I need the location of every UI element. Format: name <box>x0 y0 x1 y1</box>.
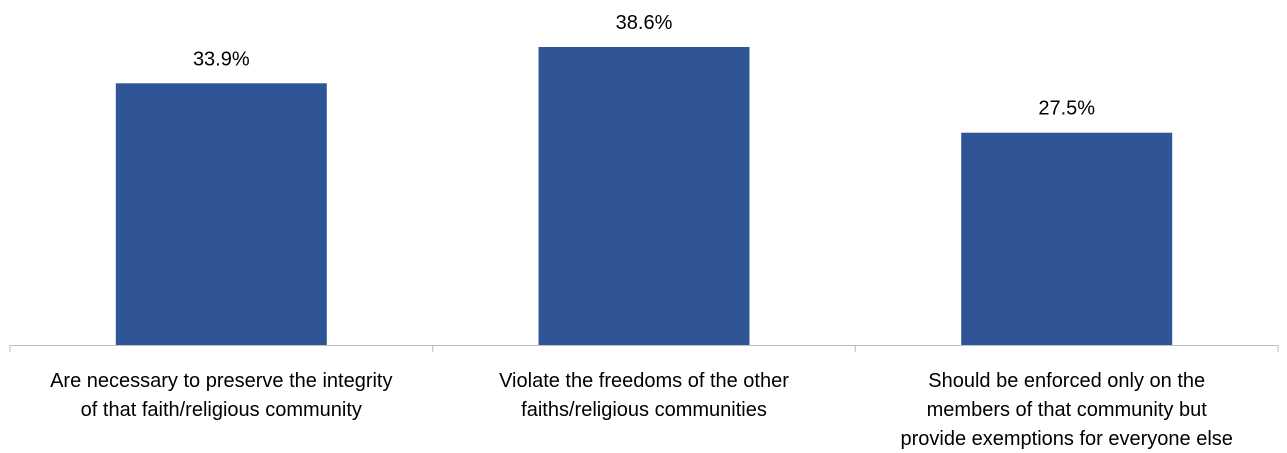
value-label-3: 27.5% <box>1038 98 1095 120</box>
bar-1 <box>115 83 327 346</box>
category-label-3: Should be enforced only on the members of… <box>900 370 1232 450</box>
category-label-line: members of that community but <box>927 399 1208 421</box>
value-label-1: 33.9% <box>193 48 250 70</box>
value-labels-group: 33.9% 38.6% 27.5% <box>193 12 1095 120</box>
category-label-line: faiths/religious communities <box>521 399 767 421</box>
category-labels-group: Are necessary to preserve the integrity o… <box>50 370 1233 450</box>
category-label-2: Violate the freedoms of the other faiths/… <box>499 370 789 421</box>
category-label-line: Violate the freedoms of the other <box>499 370 789 392</box>
bars-group <box>115 47 1173 346</box>
category-label-line: Should be enforced only on the <box>928 370 1205 392</box>
value-label-2: 38.6% <box>616 12 673 34</box>
bar-3 <box>961 132 1173 345</box>
category-label-line: provide exemptions for everyone else <box>900 428 1232 450</box>
x-axis <box>9 345 1279 352</box>
bar-2 <box>538 47 750 345</box>
category-label-line: of that faith/religious community <box>81 399 362 421</box>
category-label-1: Are necessary to preserve the integrity o… <box>50 370 392 421</box>
category-label-line: Are necessary to preserve the integrity <box>50 370 392 392</box>
